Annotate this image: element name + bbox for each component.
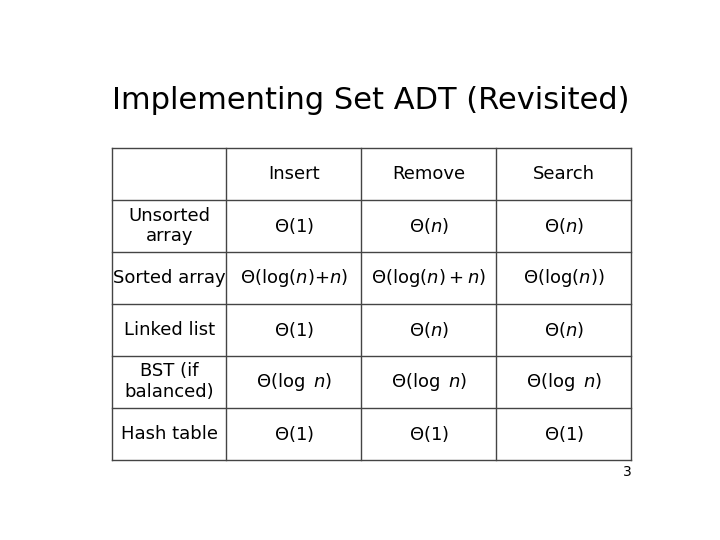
Text: Hash table: Hash table <box>121 425 218 443</box>
Text: $\Theta(n)$: $\Theta(n)$ <box>409 320 449 340</box>
Text: $\Theta(1)$: $\Theta(1)$ <box>544 424 584 444</box>
Text: Sorted array: Sorted array <box>113 269 225 287</box>
Text: $\Theta(n)$: $\Theta(n)$ <box>544 216 584 236</box>
Text: $\Theta(\log\ n)$: $\Theta(\log\ n)$ <box>526 371 602 393</box>
Text: $\Theta(\log(n){+}n)$: $\Theta(\log(n){+}n)$ <box>240 267 348 289</box>
Text: $\Theta(1)$: $\Theta(1)$ <box>409 424 449 444</box>
Text: Remove: Remove <box>392 165 465 183</box>
Text: Insert: Insert <box>268 165 320 183</box>
Text: $\Theta(\log\ n)$: $\Theta(\log\ n)$ <box>391 371 467 393</box>
Text: $\Theta(\log(n))$: $\Theta(\log(n))$ <box>523 267 605 289</box>
Text: Search: Search <box>533 165 595 183</box>
Text: $\Theta(1)$: $\Theta(1)$ <box>274 320 314 340</box>
Text: Implementing Set ADT (Revisited): Implementing Set ADT (Revisited) <box>112 85 630 114</box>
Text: Linked list: Linked list <box>124 321 215 339</box>
Text: $\Theta(1)$: $\Theta(1)$ <box>274 424 314 444</box>
Text: $\Theta(\log(n) + n)$: $\Theta(\log(n) + n)$ <box>372 267 487 289</box>
Text: $\Theta(n)$: $\Theta(n)$ <box>544 320 584 340</box>
Text: Unsorted
array: Unsorted array <box>128 206 210 245</box>
Text: $\Theta(1)$: $\Theta(1)$ <box>274 216 314 236</box>
Text: 3: 3 <box>623 464 631 478</box>
Text: $\Theta(n)$: $\Theta(n)$ <box>409 216 449 236</box>
Text: BST (if
balanced): BST (if balanced) <box>125 362 215 401</box>
Text: $\Theta(\log\ n)$: $\Theta(\log\ n)$ <box>256 371 332 393</box>
